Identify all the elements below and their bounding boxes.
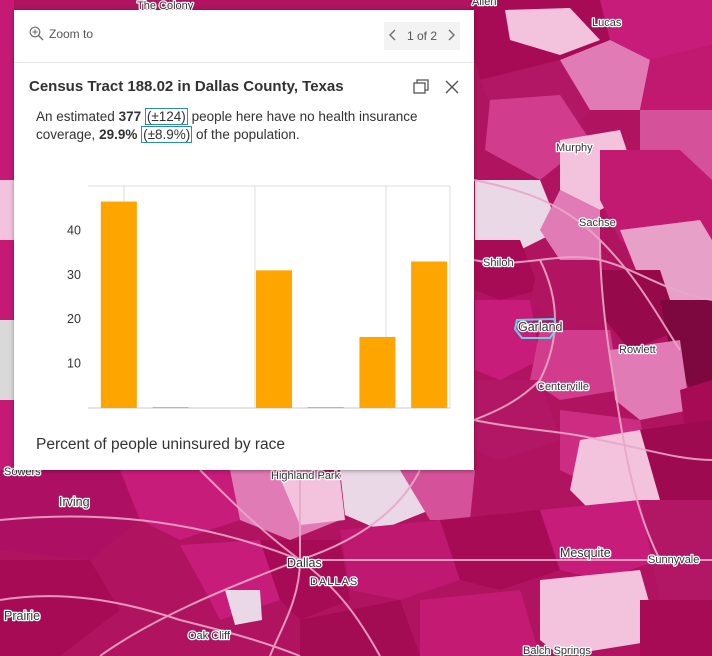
count-margin-of-error[interactable]: (±124) [144, 108, 188, 125]
feature-popup: Zoom to 1 of 2 Census Tract 188.02 in Da… [14, 10, 474, 470]
uninsured-percent: 29.9% [99, 127, 138, 142]
popup-summary: An estimated 377 (±124) people here have… [36, 108, 456, 144]
map-label-oak-cliff: Oak Cliff [188, 630, 231, 642]
y-tick-label-30: 30 [67, 268, 81, 282]
map-label-mesquite: Mesquite [560, 546, 611, 560]
map-label-lucas: Lucas [592, 17, 622, 29]
map-label-murphy: Murphy [556, 142, 593, 154]
bar-7 [411, 261, 448, 408]
popup-title: Census Tract 188.02 in Dallas County, Te… [29, 78, 344, 95]
popup-header: Zoom to 1 of 2 [14, 10, 474, 63]
uninsured-by-race-chart: 10 20 30 40 [67, 185, 451, 409]
road-network [0, 179, 712, 656]
bar-1 [100, 201, 137, 408]
zoom-in-icon [29, 26, 44, 41]
y-tick-label-10: 10 [67, 357, 81, 371]
summary-text-2: people here have no health insurance cov… [36, 109, 418, 142]
map-label-sunnyvale: Sunnyvale [648, 554, 699, 566]
summary-text-3: of the population. [196, 127, 300, 142]
selected-tract-outline [513, 317, 559, 339]
feature-pager: 1 of 2 [384, 22, 460, 50]
map-label-sachse: Sachse [579, 217, 616, 229]
map-label-rowlett: Rowlett [619, 344, 656, 356]
map-label-garland: Garland [518, 320, 563, 334]
map-label-centerville: Centerville [537, 381, 589, 393]
percent-margin-of-error[interactable]: (±8.9%) [141, 126, 193, 143]
y-tick-label-40: 40 [67, 223, 81, 237]
map-label-highland-park: Highland Park [271, 470, 341, 482]
dock-icon[interactable] [412, 78, 430, 96]
pager-total: 2 [430, 29, 438, 43]
previous-feature-button[interactable] [384, 29, 400, 44]
pager-separator: of [416, 29, 427, 43]
bar-6 [359, 336, 396, 408]
uninsured-count: 377 [118, 109, 142, 124]
chevron-right-icon [448, 29, 455, 40]
bar-4 [256, 270, 292, 408]
map-label-dallas-county: DALLAS [310, 576, 358, 588]
bar-5 [307, 407, 344, 408]
zoom-to-label: Zoom to [49, 26, 94, 41]
pager-current: 1 [406, 29, 414, 43]
next-feature-button[interactable] [444, 29, 460, 44]
y-tick-label-20: 20 [67, 312, 81, 326]
map-label-the-colony: The Colony [137, 0, 194, 12]
map-label-allen: Allen [472, 0, 496, 8]
zoom-to-button[interactable]: Zoom to [29, 26, 93, 41]
bar-2 [152, 407, 189, 408]
map-label-prairie: Prairie [4, 609, 40, 623]
map-label-dallas: Dallas [287, 556, 322, 570]
chevron-left-icon [389, 29, 396, 40]
map-label-shiloh: Shiloh [483, 257, 514, 269]
map-label-balch-springs: Balch Springs [523, 645, 591, 656]
summary-text-1: An estimated [36, 109, 115, 124]
pager-text: 1 of 2 [407, 29, 437, 43]
chart-caption: Percent of people uninsured by race [36, 436, 286, 453]
close-icon[interactable] [442, 77, 462, 97]
map-label-irving: Irving [59, 495, 90, 509]
